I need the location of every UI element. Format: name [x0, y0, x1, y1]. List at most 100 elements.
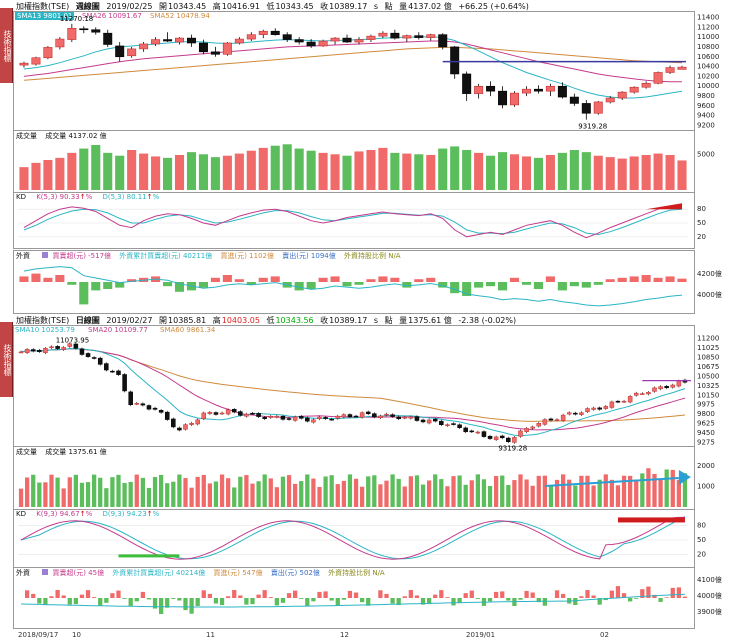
daily-high-label: 高	[212, 316, 221, 325]
weekly-flow-bar	[294, 282, 304, 291]
daily-k-arrow: ↑	[79, 510, 86, 518]
daily-volume-trend-line	[544, 477, 679, 487]
daily-candle	[329, 418, 334, 421]
weekly-volume-bar	[450, 146, 460, 190]
daily-volume-bar	[67, 477, 72, 507]
daily-volume-bar	[244, 475, 249, 507]
daily-candle	[250, 412, 255, 415]
daily-volume-bar	[256, 481, 261, 507]
weekly-candle	[163, 39, 173, 42]
weekly-volume-bar	[174, 155, 185, 190]
weekly-flow-bar	[593, 282, 603, 285]
daily-candle	[390, 414, 395, 417]
daily-candle	[244, 413, 249, 417]
daily-flow-bar	[43, 598, 48, 606]
daily-flow-item-ratio: 外資持股比例 N/A	[328, 569, 385, 577]
daily-flow-bar	[609, 590, 614, 598]
daily-header: 加權指數(TSE) 日線圖 2019/02/27 開10385.81 高1040…	[16, 315, 520, 326]
weekly-volume-bar	[318, 152, 328, 190]
daily-volume-bar	[518, 474, 523, 507]
weekly-ma2-label: SMA26 10091.67	[82, 12, 142, 20]
daily-candle	[402, 417, 408, 419]
weekly-unit-s: s	[373, 2, 379, 11]
daily-volume-bar	[171, 481, 176, 507]
weekly-flow-bar	[55, 275, 65, 282]
daily-candle	[298, 416, 304, 419]
weekly-candle	[533, 88, 543, 92]
daily-candle	[305, 417, 310, 422]
weekly-flow-bar	[462, 282, 472, 296]
daily-candle	[311, 419, 316, 423]
daily-volume-bar	[597, 479, 602, 507]
weekly-flow-item-buy: 買進(元) 1102億	[220, 252, 274, 260]
daily-candle	[646, 392, 651, 395]
daily-flow-bar	[487, 598, 493, 602]
weekly-candle	[175, 37, 185, 43]
weekly-candle	[617, 91, 627, 99]
weekly-flow-cum-line	[23, 266, 683, 307]
daily-flow-ytick: 4000億	[697, 591, 722, 600]
daily-flow-bar	[159, 598, 164, 614]
daily-candle	[542, 419, 548, 425]
weekly-flow-bar	[115, 282, 125, 288]
weekly-d-value: 80.11	[126, 193, 147, 201]
weekly-candle	[294, 39, 304, 43]
daily-candle	[73, 343, 79, 349]
weekly-volume-bar	[581, 152, 591, 190]
daily-volume-bar	[676, 479, 681, 507]
weekly-flow-bar	[31, 273, 41, 282]
daily-candle	[256, 413, 261, 417]
daily-volume-bar	[165, 483, 170, 507]
daily-candle	[426, 419, 432, 424]
daily-flow-bar	[116, 590, 121, 598]
daily-ma2-value: 10109.77	[114, 326, 148, 334]
daily-volume: 1375.61 億	[408, 316, 452, 325]
daily-volume-bar	[506, 485, 511, 507]
daily-volume-bar	[274, 487, 279, 507]
daily-flow-bar	[445, 597, 450, 598]
weekly-point-label: 點	[384, 2, 393, 11]
daily-flow-bar	[110, 593, 115, 598]
daily-volume-bar	[469, 480, 474, 507]
daily-flow-bar	[201, 590, 206, 598]
daily-ma2-name: SMA20	[88, 326, 113, 334]
daily-candle	[134, 403, 140, 405]
daily-candle	[201, 412, 207, 420]
weekly-volume-sublabel: 成交量	[45, 132, 67, 140]
weekly-volume-bar	[258, 147, 268, 190]
weekly-kd-ytick: 50	[697, 219, 706, 227]
daily-point-label: 點	[384, 316, 393, 325]
daily-flow-bar	[542, 598, 547, 606]
weekly-candle	[139, 43, 149, 50]
daily-volume-bar	[463, 484, 468, 507]
weekly-flow-bar	[605, 279, 615, 282]
daily-candle	[61, 347, 66, 350]
daily-volume-bar	[268, 478, 273, 507]
daily-ma3-label: SMA60 9861.34	[160, 326, 215, 334]
daily-flow-bar	[427, 598, 432, 605]
side-tab-top[interactable]: 技術指標	[0, 8, 13, 83]
daily-volume-bar	[427, 480, 432, 507]
weekly-volume-bar	[641, 155, 651, 190]
daily-ma1-name: SMA10	[15, 326, 40, 334]
daily-flow-bar	[85, 590, 91, 598]
daily-flow-bar	[524, 590, 529, 598]
weekly-candle	[270, 30, 280, 35]
daily-volume-bar	[670, 469, 675, 507]
daily-candle	[475, 431, 481, 434]
side-tab-bottom[interactable]: 技術指標	[0, 322, 13, 397]
daily-volume-bar	[280, 476, 286, 507]
weekly-volume-bar	[43, 160, 53, 190]
daily-flow-bar	[518, 598, 523, 600]
weekly-candle	[55, 38, 65, 48]
weekly-flow-bar	[91, 282, 101, 291]
daily-volume-bar	[542, 475, 547, 507]
weekly-candle	[498, 90, 508, 106]
daily-flow-ytick: 3900億	[697, 607, 722, 616]
daily-ytick: 10325	[697, 382, 719, 390]
daily-volume-bar	[567, 479, 572, 507]
daily-flow-bar	[433, 594, 438, 598]
daily-close-label: 收	[320, 316, 329, 325]
daily-candle	[627, 396, 633, 403]
weekly-volume-bar	[115, 155, 125, 190]
